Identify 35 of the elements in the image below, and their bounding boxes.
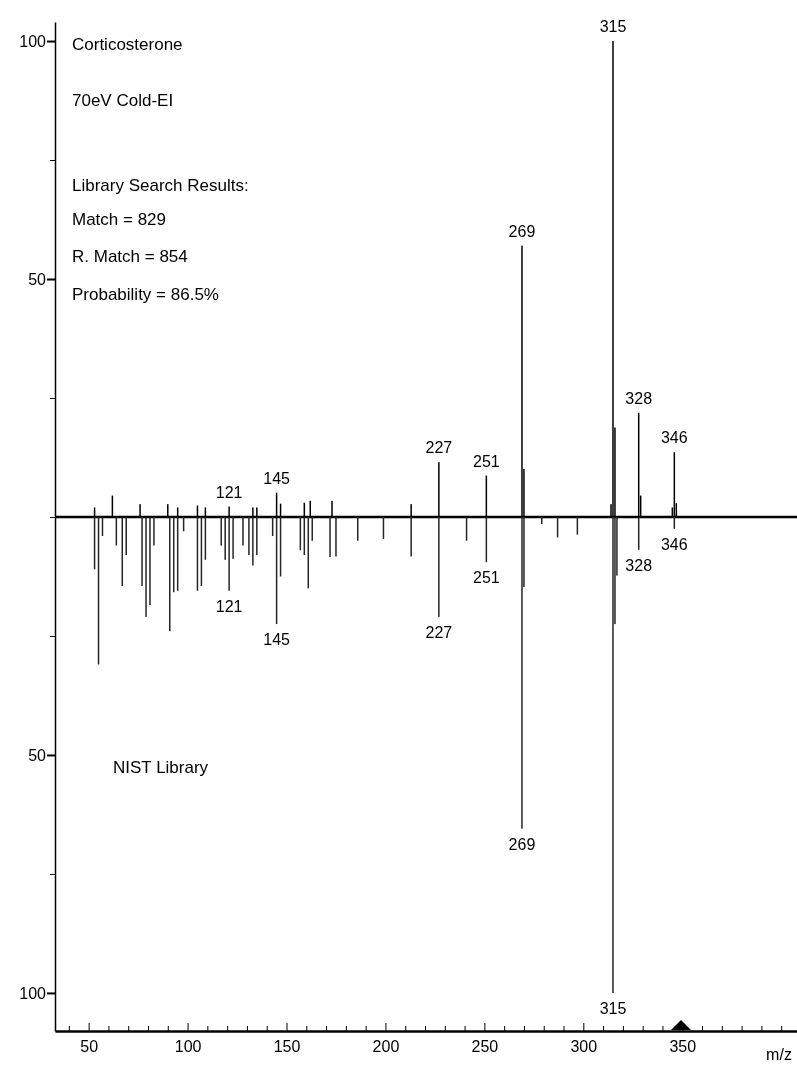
x-tick-label: 350 bbox=[669, 1037, 697, 1055]
y-tick-label: 50 bbox=[28, 270, 47, 288]
annotation: 227 bbox=[425, 439, 453, 457]
annotation: Match = 829 bbox=[72, 210, 167, 229]
annotation: 346 bbox=[660, 429, 688, 447]
annotation: 251 bbox=[473, 452, 500, 470]
x-tick-label: 100 bbox=[174, 1037, 202, 1055]
y-tick-label: 50 bbox=[28, 746, 47, 764]
annotation: NIST Library bbox=[113, 758, 209, 777]
x-tick-label: 200 bbox=[372, 1037, 400, 1055]
annotation: 121 bbox=[215, 483, 243, 501]
annotation: 145 bbox=[263, 469, 291, 487]
x-tick-label: 50 bbox=[80, 1037, 99, 1055]
annotation: 251 bbox=[473, 569, 500, 587]
annotation: 315 bbox=[599, 999, 627, 1017]
annotation: 121 bbox=[215, 597, 243, 615]
annotation: 328 bbox=[625, 389, 653, 407]
annotation: Probability = 86.5% bbox=[72, 285, 219, 304]
annotation: 145 bbox=[263, 631, 291, 649]
annotation: 346 bbox=[660, 535, 688, 553]
annotation: Library Search Results: bbox=[72, 176, 249, 195]
annotation: 227 bbox=[425, 623, 453, 641]
annotation: 328 bbox=[625, 556, 653, 574]
annotation: 70eV Cold-EI bbox=[72, 91, 174, 110]
x-axis-title: m/z bbox=[766, 1046, 792, 1063]
y-tick-label: 100 bbox=[19, 32, 47, 50]
x-tick-label: 250 bbox=[471, 1037, 499, 1055]
annotation: 269 bbox=[508, 222, 536, 240]
y-tick-label: 100 bbox=[19, 984, 47, 1002]
x-tick-label: 150 bbox=[273, 1037, 301, 1055]
annotation: Corticosterone bbox=[72, 35, 183, 54]
annotation: R. Match = 854 bbox=[72, 247, 188, 266]
annotation: 315 bbox=[599, 18, 627, 36]
x-tick-label: 300 bbox=[570, 1037, 598, 1055]
annotation: 269 bbox=[508, 835, 536, 853]
